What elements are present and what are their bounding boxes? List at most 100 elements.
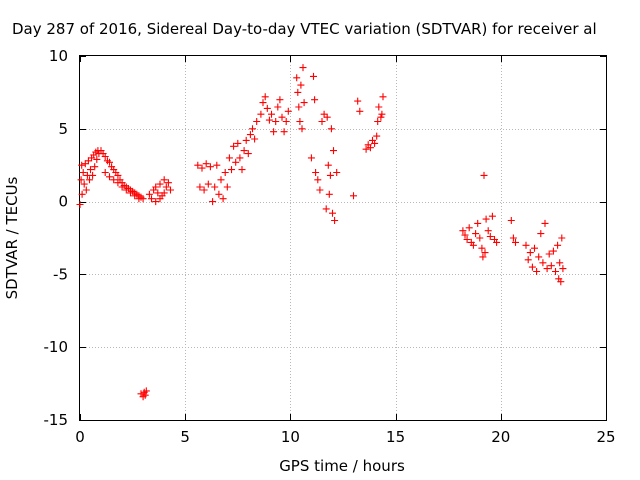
data-point xyxy=(533,268,541,275)
data-point xyxy=(249,125,256,133)
data-point xyxy=(215,190,223,198)
data-point xyxy=(91,163,99,171)
data-point xyxy=(531,244,538,252)
data-point xyxy=(333,169,341,176)
data-point xyxy=(148,195,155,203)
data-point xyxy=(240,147,248,155)
data-point xyxy=(558,234,566,242)
data-point xyxy=(322,205,330,213)
data-point xyxy=(293,74,301,82)
chart-title: Day 287 of 2016, Sidereal Day-to-day VTE… xyxy=(12,20,597,38)
data-point xyxy=(84,157,92,165)
data-point xyxy=(202,160,210,168)
data-point xyxy=(325,190,333,198)
data-point xyxy=(152,183,160,191)
data-point xyxy=(559,265,567,273)
data-point xyxy=(362,145,370,153)
data-point xyxy=(80,180,88,188)
data-point xyxy=(472,230,480,238)
data-point xyxy=(131,192,139,200)
data-point xyxy=(378,110,386,118)
axis-ticks: 0 5 10 15 20 25 -15 -10 -5 0 5 10 xyxy=(44,47,616,446)
data-point xyxy=(316,186,324,194)
data-point xyxy=(465,224,473,232)
data-point xyxy=(299,64,307,72)
data-point xyxy=(294,88,302,96)
data-point xyxy=(329,209,336,217)
y-tick-label: 5 xyxy=(58,120,68,138)
data-point xyxy=(330,147,337,155)
x-tick-label: 5 xyxy=(180,428,190,446)
data-point xyxy=(225,154,233,162)
data-points xyxy=(76,64,567,401)
y-tick-label: 0 xyxy=(58,193,68,211)
data-point xyxy=(79,169,87,176)
data-point xyxy=(81,160,89,168)
data-point xyxy=(366,144,374,152)
data-point xyxy=(512,238,519,246)
data-point xyxy=(377,113,385,121)
data-point xyxy=(327,125,335,133)
data-point xyxy=(234,139,242,147)
data-point xyxy=(206,163,214,171)
data-point xyxy=(461,231,469,239)
data-point xyxy=(509,234,517,242)
data-point xyxy=(242,136,250,144)
data-point xyxy=(135,195,143,203)
x-axis-label: GPS time / hours xyxy=(279,457,405,475)
data-point xyxy=(314,176,322,184)
data-point xyxy=(522,241,530,249)
data-point xyxy=(118,183,126,191)
data-point xyxy=(476,234,484,242)
data-point xyxy=(82,186,90,194)
data-point xyxy=(110,176,118,184)
data-point xyxy=(114,171,122,179)
data-point xyxy=(122,186,130,194)
data-point xyxy=(318,118,326,125)
data-point xyxy=(156,195,164,203)
data-point xyxy=(78,190,86,198)
data-point xyxy=(320,110,328,118)
data-point xyxy=(280,128,288,136)
data-point xyxy=(164,179,172,187)
data-point xyxy=(141,391,149,399)
data-point xyxy=(284,107,292,115)
data-point xyxy=(86,176,93,184)
data-point xyxy=(539,259,547,267)
data-point xyxy=(246,131,254,139)
data-point xyxy=(142,387,150,395)
x-tick-label: 25 xyxy=(596,428,615,446)
data-point xyxy=(76,201,84,208)
data-point xyxy=(323,113,331,121)
data-point xyxy=(297,81,305,89)
data-point xyxy=(211,183,219,191)
data-point xyxy=(557,278,565,286)
data-point xyxy=(326,171,334,179)
data-point xyxy=(354,97,362,105)
data-point xyxy=(101,153,109,160)
data-point xyxy=(478,244,486,252)
y-axis-label: SDTVAR / TECUs xyxy=(3,176,21,299)
data-point xyxy=(469,241,477,249)
data-point xyxy=(541,219,549,227)
data-point xyxy=(251,135,259,143)
data-point xyxy=(312,169,320,176)
x-tick-label: 0 xyxy=(75,428,85,446)
data-point xyxy=(274,103,282,111)
data-point xyxy=(543,265,551,273)
data-point xyxy=(270,128,278,136)
data-point xyxy=(89,171,97,179)
data-point xyxy=(276,96,284,104)
data-point xyxy=(379,93,387,101)
data-point xyxy=(87,166,94,174)
data-point xyxy=(298,125,306,133)
data-point xyxy=(152,198,160,206)
data-point xyxy=(307,154,315,162)
data-point xyxy=(145,190,153,198)
data-point xyxy=(350,192,357,200)
data-point xyxy=(244,150,252,158)
data-point xyxy=(114,179,122,187)
data-point xyxy=(93,155,101,163)
data-point xyxy=(474,219,482,227)
data-point xyxy=(259,99,267,107)
